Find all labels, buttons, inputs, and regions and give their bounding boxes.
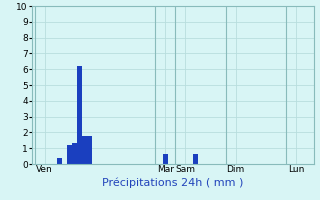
Bar bbox=[163, 154, 168, 164]
Bar bbox=[87, 136, 92, 164]
X-axis label: Précipitations 24h ( mm ): Précipitations 24h ( mm ) bbox=[102, 177, 244, 188]
Bar bbox=[72, 143, 77, 164]
Bar bbox=[82, 136, 87, 164]
Bar bbox=[193, 154, 198, 164]
Bar bbox=[67, 145, 72, 164]
Bar bbox=[57, 158, 62, 164]
Bar bbox=[77, 66, 82, 164]
